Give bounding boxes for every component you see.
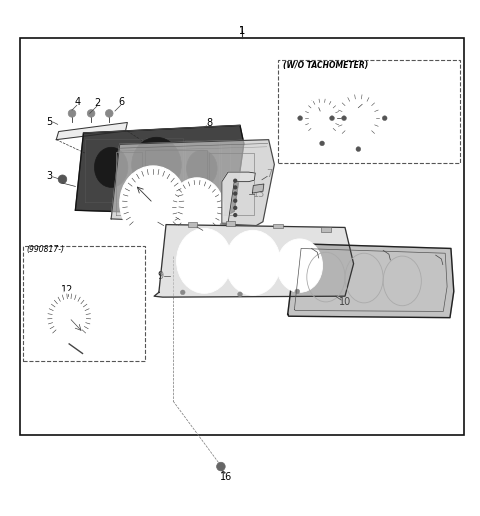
Circle shape <box>234 186 237 189</box>
Circle shape <box>382 116 387 121</box>
Bar <box>278 60 459 163</box>
Text: 3: 3 <box>46 171 52 181</box>
Circle shape <box>87 109 95 117</box>
Polygon shape <box>288 244 454 318</box>
Text: (990817-): (990817-) <box>26 245 64 254</box>
Text: 10: 10 <box>339 297 351 307</box>
Circle shape <box>159 187 168 197</box>
Text: 8: 8 <box>206 119 212 128</box>
Bar <box>21 39 464 434</box>
Ellipse shape <box>303 97 341 139</box>
Polygon shape <box>56 122 127 140</box>
Circle shape <box>234 214 237 217</box>
Circle shape <box>68 109 76 117</box>
Circle shape <box>330 116 335 121</box>
Bar <box>226 221 235 225</box>
Polygon shape <box>252 184 264 193</box>
Circle shape <box>106 109 113 117</box>
Ellipse shape <box>120 166 187 240</box>
Text: (-990817): (-990817) <box>185 251 223 260</box>
Ellipse shape <box>95 147 128 187</box>
Circle shape <box>356 147 361 152</box>
Text: 16: 16 <box>219 472 232 481</box>
Bar <box>23 246 144 361</box>
Text: 7: 7 <box>266 169 273 179</box>
Bar <box>274 223 283 229</box>
Circle shape <box>342 116 347 121</box>
Ellipse shape <box>177 229 232 293</box>
Text: 1: 1 <box>240 26 245 36</box>
Text: (W/O TACHOMETER): (W/O TACHOMETER) <box>283 61 368 70</box>
Circle shape <box>193 187 201 196</box>
Ellipse shape <box>187 150 217 186</box>
Circle shape <box>216 462 225 471</box>
Ellipse shape <box>46 292 93 344</box>
Text: 12: 12 <box>202 228 214 238</box>
Text: 13: 13 <box>253 188 265 199</box>
Text: 14: 14 <box>359 98 371 107</box>
Text: 4: 4 <box>75 97 81 107</box>
Polygon shape <box>222 172 255 223</box>
Text: 11: 11 <box>161 222 174 232</box>
Circle shape <box>90 187 99 196</box>
Circle shape <box>238 292 242 297</box>
Circle shape <box>234 179 237 182</box>
Circle shape <box>234 192 237 195</box>
Circle shape <box>298 116 302 121</box>
Text: (-990817): (-990817) <box>185 251 223 260</box>
Ellipse shape <box>225 230 281 295</box>
Ellipse shape <box>170 178 224 238</box>
Polygon shape <box>154 224 354 297</box>
Circle shape <box>103 179 110 186</box>
Text: 1: 1 <box>240 26 245 36</box>
Ellipse shape <box>336 92 381 144</box>
Ellipse shape <box>132 137 181 192</box>
Text: 9: 9 <box>158 271 164 281</box>
Text: 2: 2 <box>95 98 101 108</box>
Circle shape <box>295 289 300 294</box>
Circle shape <box>234 199 237 202</box>
Circle shape <box>320 141 324 146</box>
Text: 12: 12 <box>61 285 73 296</box>
Bar <box>321 228 331 232</box>
Text: 15: 15 <box>310 100 323 110</box>
Bar <box>188 222 197 227</box>
Polygon shape <box>111 140 275 225</box>
Polygon shape <box>75 125 244 215</box>
Text: 5: 5 <box>46 117 52 127</box>
Ellipse shape <box>277 239 323 293</box>
Text: 6: 6 <box>119 97 125 107</box>
Circle shape <box>58 175 67 184</box>
Circle shape <box>234 206 237 209</box>
Circle shape <box>180 290 185 295</box>
